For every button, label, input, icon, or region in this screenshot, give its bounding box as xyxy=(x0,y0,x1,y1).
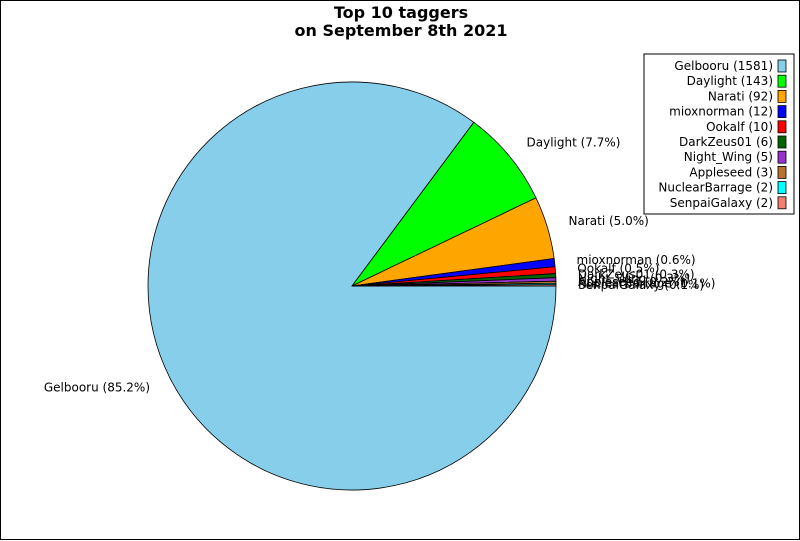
legend-label-daylight: Daylight (143) xyxy=(687,74,773,88)
legend-swatch-darkzeus01 xyxy=(777,135,787,149)
legend-label-night-wing: Night_Wing (5) xyxy=(684,150,773,164)
pie-slices xyxy=(147,81,557,491)
legend-label-mioxnorman: mioxnorman (12) xyxy=(669,105,773,119)
pie-slice-daylight xyxy=(351,121,537,287)
slice-label-night-wing: Night_Wing (0.3%) xyxy=(578,272,690,286)
chart-title-line-2: on September 8th 2021 xyxy=(295,21,508,40)
slice-label-gelbooru: Gelbooru (85.2%) xyxy=(44,380,150,394)
legend-swatch-ookalf xyxy=(777,120,787,134)
legend-swatch-appleseed xyxy=(777,165,787,179)
legend-label-appleseed: Appleseed (3) xyxy=(689,165,773,179)
legend-swatch-senpaigalaxy xyxy=(777,196,787,210)
legend-label-gelbooru: Gelbooru (1581) xyxy=(674,59,773,73)
slice-label-darkzeus01: DarkZeus01 (0.3%) xyxy=(578,268,695,282)
legend-label-darkzeus01: DarkZeus01 (6) xyxy=(679,135,773,149)
legend-box xyxy=(643,53,795,215)
legend-swatch-daylight xyxy=(777,74,787,88)
slice-label-daylight: Daylight (7.7%) xyxy=(527,135,621,149)
pie-slice-labels: Gelbooru (85.2%) Daylight (7.7%) Narati (5… xyxy=(44,135,716,394)
legend-label-senpaigalaxy: SenpaiGalaxy (2) xyxy=(670,196,773,210)
legend-label-narati: Narati (92) xyxy=(708,89,773,103)
chart-legend: Gelbooru (1581)Daylight (143)Narati (92)… xyxy=(643,53,795,215)
slice-label-nuclearbarrage: NuclearBarrage (0.1%) xyxy=(578,277,715,291)
legend-swatch-gelbooru xyxy=(777,59,787,73)
legend-swatch-mioxnorman xyxy=(777,105,787,118)
chart-title-line-1: Top 10 taggers xyxy=(334,3,468,22)
slice-label-narati: Narati (5.0%) xyxy=(569,214,649,228)
slice-label-appleseed: Appleseed (0.2%) xyxy=(578,275,684,289)
slice-label-mioxnorman: mioxnorman (0.6%) xyxy=(577,253,696,267)
legend-swatch-narati xyxy=(777,90,787,103)
legend-label-nuclearbarrage: NuclearBarrage (2) xyxy=(658,181,773,195)
legend-label-ookalf: Ookalf (10) xyxy=(706,120,773,134)
slice-label-senpaigalaxy: SenpaiGalaxy (0.1%) xyxy=(578,278,704,292)
pie-slice-senpaigalaxy xyxy=(351,284,557,287)
legend-swatch-nuclearbarrage xyxy=(777,181,787,195)
legend-swatch-night-wing xyxy=(777,150,787,164)
slice-label-ookalf: Ookalf (0.5%) xyxy=(577,261,659,275)
